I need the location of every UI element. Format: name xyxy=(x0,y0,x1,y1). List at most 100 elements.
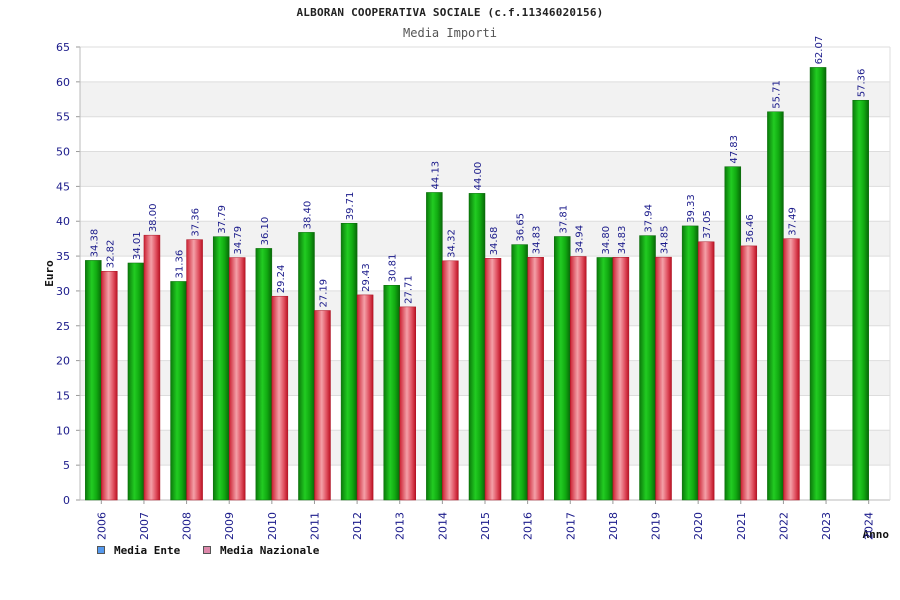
chart-subtitle: Media Importi xyxy=(403,26,497,40)
data-label: 37.79 xyxy=(217,205,228,234)
data-label: 37.36 xyxy=(191,208,202,237)
data-label: 34.83 xyxy=(617,226,628,255)
data-label: 34.83 xyxy=(532,226,543,255)
y-tick-label: 55 xyxy=(56,111,70,124)
bar-media-ente-2022 xyxy=(767,111,784,501)
data-label: 34.79 xyxy=(233,226,244,255)
bar-media-nazionale-2013 xyxy=(399,306,416,501)
bar-media-ente-2018 xyxy=(596,257,614,501)
grid-band xyxy=(80,81,890,117)
x-tick-label: 2011 xyxy=(308,512,321,540)
data-label: 47.83 xyxy=(729,135,740,164)
x-tick-label: 2023 xyxy=(820,512,833,540)
legend-item-media-ente: Media Ente xyxy=(97,543,180,557)
bar-media-ente-2010 xyxy=(255,248,273,501)
bar-media-ente-2016 xyxy=(511,244,528,501)
bar-media-ente-2024 xyxy=(852,99,869,501)
bar-media-ente-2006 xyxy=(85,260,102,501)
bar-media-ente-2008 xyxy=(170,281,187,501)
x-tick-label: 2014 xyxy=(436,512,449,540)
legend-swatch-media-ente xyxy=(97,546,105,554)
bar-media-ente-2020 xyxy=(681,225,699,501)
data-label: 30.81 xyxy=(388,254,399,283)
bar-media-ente-2013 xyxy=(383,285,400,501)
x-tick-label: 2016 xyxy=(522,512,535,540)
data-label: 38.00 xyxy=(148,204,159,233)
bar-media-ente-2017 xyxy=(554,236,571,501)
bar-media-nazionale-2006 xyxy=(101,271,118,501)
data-label: 29.43 xyxy=(361,263,372,292)
data-label: 34.68 xyxy=(489,227,500,256)
legend-label-media-ente: Media Ente xyxy=(114,543,181,557)
x-tick-label: 2017 xyxy=(564,512,577,540)
y-tick-label: 60 xyxy=(56,76,70,89)
x-tick-label: 2007 xyxy=(138,512,151,540)
y-tick-label: 5 xyxy=(63,459,70,472)
data-label: 39.33 xyxy=(686,194,697,223)
data-label: 34.94 xyxy=(574,225,585,254)
bar-media-ente-2009 xyxy=(212,236,230,501)
grid-band xyxy=(80,151,890,187)
data-label: 57.36 xyxy=(857,69,868,98)
bar-media-nazionale-2008 xyxy=(186,239,203,501)
chart-title: ALBORAN COOPERATIVA SOCIALE (c.f.1134602… xyxy=(296,6,604,19)
bar-media-nazionale-2022 xyxy=(783,238,800,501)
data-label: 31.36 xyxy=(175,250,186,279)
y-tick-label: 10 xyxy=(56,424,70,437)
bar-media-ente-2012 xyxy=(340,223,358,501)
data-label: 34.80 xyxy=(601,226,612,255)
y-tick-label: 0 xyxy=(63,494,70,507)
bar-media-ente-2007 xyxy=(127,262,145,501)
bar-media-nazionale-2012 xyxy=(356,294,374,501)
legend-swatch-media-nazionale xyxy=(203,546,211,554)
data-label: 37.94 xyxy=(644,204,655,233)
legend-item-media-nazionale: Media Nazionale xyxy=(203,543,319,557)
data-label: 34.01 xyxy=(132,231,143,260)
bar-media-ente-2021 xyxy=(724,166,742,501)
bar-media-nazionale-2016 xyxy=(527,257,544,501)
data-label: 36.46 xyxy=(745,214,756,243)
data-label: 37.49 xyxy=(787,207,798,236)
data-label: 34.38 xyxy=(89,229,100,258)
data-label: 27.19 xyxy=(318,279,329,308)
x-tick-label: 2020 xyxy=(692,512,705,540)
y-tick-label: 15 xyxy=(56,389,70,402)
legend-label-media-nazionale: Media Nazionale xyxy=(220,543,320,557)
data-label: 27.71 xyxy=(404,275,415,304)
data-label: 37.81 xyxy=(558,205,569,234)
bar-media-nazionale-2015 xyxy=(484,258,502,501)
x-tick-label: 2019 xyxy=(650,512,663,540)
bar-media-nazionale-2019 xyxy=(655,256,672,501)
data-label: 36.65 xyxy=(516,213,527,242)
data-label: 62.07 xyxy=(814,36,825,65)
bar-media-nazionale-2021 xyxy=(740,245,758,501)
x-tick-label: 2006 xyxy=(95,512,108,540)
bar-media-nazionale-2014 xyxy=(442,260,459,501)
bar-media-nazionale-2011 xyxy=(314,310,331,501)
y-tick-label: 20 xyxy=(56,355,70,368)
bar-media-nazionale-2020 xyxy=(697,241,715,501)
bar-media-nazionale-2017 xyxy=(570,256,587,501)
data-label: 34.32 xyxy=(446,229,457,258)
y-tick-label: 40 xyxy=(56,215,70,228)
data-label: 38.40 xyxy=(302,201,313,230)
data-label: 36.10 xyxy=(260,217,271,246)
bar-media-nazionale-2009 xyxy=(228,257,246,501)
bar-media-ente-2023 xyxy=(809,67,827,501)
data-label: 55.71 xyxy=(771,80,782,109)
x-tick-label: 2013 xyxy=(394,512,407,540)
x-tick-label: 2010 xyxy=(266,512,279,540)
x-tick-label: 2008 xyxy=(181,512,194,540)
data-label: 34.85 xyxy=(660,225,671,254)
x-tick-label: 2021 xyxy=(735,512,748,540)
bar-media-nazionale-2007 xyxy=(143,234,161,501)
y-tick-label: 35 xyxy=(56,250,70,263)
data-label: 44.13 xyxy=(430,161,441,190)
data-label: 39.71 xyxy=(345,192,356,221)
y-tick-label: 45 xyxy=(56,180,70,193)
bar-media-ente-2014 xyxy=(426,192,443,501)
data-label: 44.00 xyxy=(473,162,484,191)
x-tick-label: 2015 xyxy=(479,512,492,540)
x-tick-label: 2018 xyxy=(607,512,620,540)
x-axis-label: Anno xyxy=(863,528,890,541)
